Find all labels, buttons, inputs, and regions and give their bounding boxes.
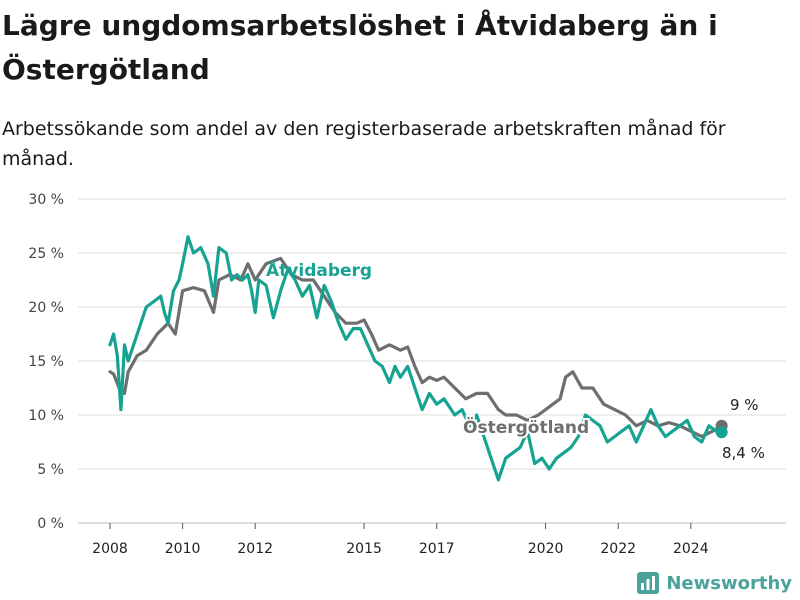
- end-label-ostergotland: 9 %: [730, 396, 759, 414]
- end-marker-atvidaberg: [715, 426, 728, 439]
- x-axis-ticks: 2008 2010 2012 2015 2017 2020 2022 2024: [92, 523, 709, 557]
- y-tick-label: 0 %: [37, 516, 64, 532]
- gridlines: [78, 198, 786, 524]
- chart-subtitle: Arbetssökande som andel av den registerb…: [2, 118, 726, 170]
- brand-logo: Newsworthy: [637, 572, 792, 594]
- brand-name: Newsworthy: [666, 572, 792, 594]
- series-line-ostergotland: [108, 256, 724, 439]
- y-tick-label: 30 %: [28, 192, 64, 208]
- y-tick-label: 5 %: [37, 462, 64, 478]
- series-label-ostergotland: Östergötland: [463, 416, 589, 438]
- y-tick-label: 20 %: [28, 300, 64, 316]
- x-tick-label: 2008: [92, 541, 128, 557]
- series-label-atvidaberg: Åtvidaberg: [266, 258, 372, 281]
- y-axis-ticks: 0 % 5 % 10 % 15 % 20 % 25 % 30 %: [28, 192, 64, 532]
- x-tick-label: 2010: [165, 541, 201, 557]
- y-tick-label: 15 %: [28, 354, 64, 370]
- x-tick-label: 2024: [673, 541, 709, 557]
- x-tick-label: 2020: [528, 541, 564, 557]
- bar-chart-icon: [637, 572, 660, 594]
- y-tick-label: 25 %: [28, 246, 64, 262]
- y-tick-label: 10 %: [28, 408, 64, 424]
- chart-title: Lägre ungdomsarbetslöshet i Åtvidaberg ä…: [2, 9, 718, 86]
- series-lines: [108, 235, 724, 482]
- x-tick-label: 2012: [237, 541, 273, 557]
- x-tick-label: 2022: [600, 541, 636, 557]
- x-tick-label: 2015: [346, 541, 382, 557]
- series-line-atvidaberg: [108, 235, 724, 482]
- end-label-atvidaberg: 8,4 %: [722, 444, 765, 462]
- x-tick-label: 2017: [419, 541, 455, 557]
- end-markers: [715, 419, 728, 439]
